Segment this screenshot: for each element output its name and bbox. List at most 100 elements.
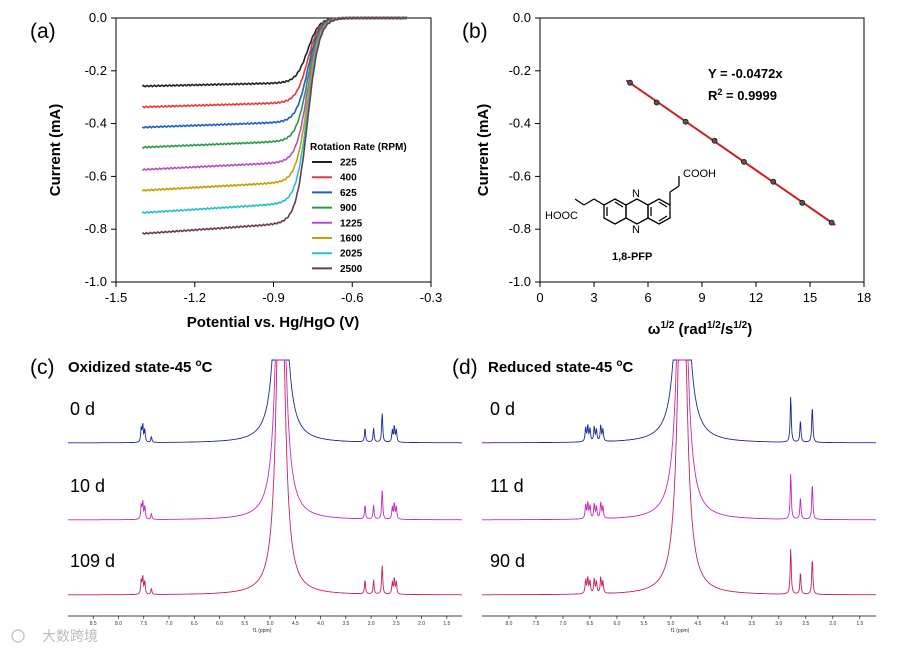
panel-b-xtick-label: 6 bbox=[644, 290, 651, 305]
panel-c: (c) Oxidized state-45 oC 0 d 10 d 109 d 8.… bbox=[30, 356, 462, 634]
panel-b-ytick-label: -1.0 bbox=[509, 274, 531, 289]
panel-c-axis-label: f1 (ppm) bbox=[253, 628, 272, 634]
nmr-tick-label: 7.5 bbox=[532, 621, 539, 627]
nmr-tick-label: 6.5 bbox=[191, 621, 198, 627]
panel-a-xlabel: Potential vs. Hg/HgO (V) bbox=[187, 314, 360, 331]
panel-a-xtick-label: -1.5 bbox=[105, 290, 127, 305]
nmr-spectrum-label: 109 d bbox=[70, 551, 115, 571]
panel-b-ticks: 0 3 6 9 12 15 18 0.0 -0.2 -0.4 -0.6 -0.8 -1.0 bbox=[509, 10, 872, 305]
nmr-spectrum-label: 90 d bbox=[490, 551, 525, 571]
panel-a-ytick-label: -0.8 bbox=[85, 221, 107, 236]
panel-b-data-point bbox=[741, 158, 747, 165]
panel-a-xtick-label: -1.2 bbox=[184, 290, 206, 305]
nmr-tick-label: 4.5 bbox=[292, 621, 299, 627]
nmr-tick-label: 6.5 bbox=[586, 621, 593, 627]
panel-b-ytick-label: -0.8 bbox=[509, 221, 531, 236]
panel-a-ticks: -1.5 -1.2 -0.9 -0.6 -0.3 0.0 -0.2 -0.4 -0.6 -0.8 -… bbox=[85, 10, 443, 305]
panel-b-data-point bbox=[682, 118, 689, 125]
panel-b-ytick-label: -0.2 bbox=[509, 63, 531, 78]
nmr-spectrum-trace bbox=[68, 359, 462, 596]
molecule-ring-middle bbox=[625, 198, 649, 225]
panel-d-label: (d) bbox=[452, 356, 478, 379]
nmr-tick-label: 2.5 bbox=[393, 621, 400, 627]
nmr-tick-label: 7.0 bbox=[559, 621, 566, 627]
nmr-tick-label: 4.0 bbox=[721, 621, 728, 627]
panel-a-legend-entry: 1600 bbox=[340, 234, 363, 245]
panel-a-curves bbox=[141, 16, 408, 236]
panel-a-curve-2025-rpm bbox=[141, 16, 408, 215]
panel-b-data-point bbox=[770, 178, 777, 185]
nmr-tick-label: 4.5 bbox=[694, 621, 701, 627]
nmr-tick-label: 8.5 bbox=[90, 621, 97, 627]
panel-a-curve-625-rpm bbox=[141, 16, 408, 129]
nmr-tick-label: 3.5 bbox=[342, 621, 349, 627]
nmr-tick-label: 5.5 bbox=[241, 621, 248, 627]
panel-c-label: (c) bbox=[30, 356, 55, 379]
panel-a-xtick-label: -0.6 bbox=[341, 290, 363, 305]
nmr-tick-label: 8.0 bbox=[506, 621, 513, 627]
nmr-tick-label: 2.0 bbox=[418, 621, 425, 627]
nmr-tick-label: 5.5 bbox=[640, 621, 647, 627]
panel-d-ticks: 8.0 7.5 7.0 6.5 6.0 5.5 5.0 4.5 4.0 3.5 3.0 2.5 2.0 1… bbox=[506, 616, 864, 627]
panel-b-points bbox=[627, 79, 835, 226]
panel-b-xtick-label: 3 bbox=[590, 290, 597, 305]
panel-b-xtick-label: 18 bbox=[857, 290, 871, 305]
panel-b-xtick-label: 15 bbox=[803, 290, 817, 305]
panel-a-legend-entry: 2500 bbox=[340, 264, 363, 275]
nmr-tick-label: 3.0 bbox=[775, 621, 782, 627]
nmr-tick-label: 8.0 bbox=[115, 621, 122, 627]
nmr-spectrum-label: 0 d bbox=[70, 399, 95, 419]
panel-b-equation: Y = -0.0472x bbox=[708, 66, 783, 81]
panel-a-ytick-label: -0.2 bbox=[85, 63, 107, 78]
molecule-n-top: N bbox=[632, 188, 640, 200]
panel-b-xtick-label: 9 bbox=[698, 290, 705, 305]
panel-a-xtick-label: -0.3 bbox=[420, 290, 442, 305]
molecule-n-bottom: N bbox=[632, 224, 640, 236]
nmr-tick-label: 6.0 bbox=[216, 621, 223, 627]
nmr-spectrum-label: 11 d bbox=[490, 476, 524, 496]
panel-a-curve-400-rpm bbox=[142, 16, 408, 109]
panel-b-frame bbox=[539, 17, 865, 283]
panel-a-ytick-label: -1.0 bbox=[85, 274, 107, 289]
panel-a-ytick-label: -0.4 bbox=[85, 116, 107, 131]
panel-b-xtick-label: 12 bbox=[749, 290, 763, 305]
nmr-spectrum-label: 0 d bbox=[490, 399, 515, 419]
nmr-tick-label: 6.0 bbox=[613, 621, 620, 627]
nmr-tick-label: 7.0 bbox=[166, 621, 173, 627]
nmr-tick-label: 4.0 bbox=[317, 621, 324, 627]
panel-d-axis-label: f1 (ppm) bbox=[671, 628, 690, 634]
panel-b-ytick-label: 0.0 bbox=[513, 10, 531, 25]
molecule-name: 1,8-PFP bbox=[612, 251, 652, 263]
nmr-spectrum-label: 10 d bbox=[70, 476, 105, 496]
panel-a-legend: 225 400 625 900 1225 1600 2025 2500 bbox=[312, 158, 363, 275]
panel-a-xtick-label: -0.9 bbox=[262, 290, 284, 305]
panel-a-ytick-label: 0.0 bbox=[89, 10, 107, 25]
nmr-tick-label: 7.5 bbox=[140, 621, 147, 627]
panel-b-data-point bbox=[653, 99, 660, 106]
panel-b-data-point bbox=[711, 137, 718, 144]
panel-b-ytick-label: -0.4 bbox=[509, 116, 531, 131]
nmr-tick-label: 3.0 bbox=[368, 621, 375, 627]
panel-c-ticks: 8.5 8.0 7.5 7.0 6.5 6.0 5.5 5.0 4.5 4.0 3.5 3.0 2.5 2… bbox=[90, 616, 451, 627]
panel-a-label: (a) bbox=[30, 20, 56, 43]
molecule-hooc: HOOC bbox=[545, 210, 578, 222]
panel-d-spectra: 0 d 11 d 90 d bbox=[482, 359, 876, 596]
panel-a-ytick-label: -0.6 bbox=[85, 168, 107, 183]
panel-b-xtick-label: 0 bbox=[536, 290, 543, 305]
panel-a-curve-2500-rpm bbox=[142, 16, 408, 236]
panel-d-title: Reduced state-45 oC bbox=[488, 358, 634, 376]
panel-b-data-point bbox=[627, 79, 633, 86]
panel-b-xlabel: ω1/2 (rad1/2/s1/2) bbox=[648, 320, 752, 338]
panel-b-label: (b) bbox=[462, 20, 488, 43]
panel-b: (b) 0 3 6 9 12 15 18 0.0 -0.2 -0.4 -0.6 -0.8 -1.0 Y … bbox=[462, 10, 871, 338]
nmr-spectrum-trace bbox=[68, 359, 462, 521]
nmr-spectrum-trace bbox=[68, 359, 462, 444]
panel-c-spectra: 0 d 10 d 109 d bbox=[68, 359, 462, 596]
panel-b-r2: R2 = 0.9999 bbox=[708, 87, 777, 103]
panel-a-legend-entry: 2025 bbox=[340, 249, 363, 260]
watermark: 大数跨境 bbox=[11, 628, 98, 644]
watermark-icon bbox=[11, 629, 25, 643]
panel-a-curve-225-rpm bbox=[141, 16, 408, 88]
panel-a-legend-entry: 625 bbox=[340, 188, 357, 199]
